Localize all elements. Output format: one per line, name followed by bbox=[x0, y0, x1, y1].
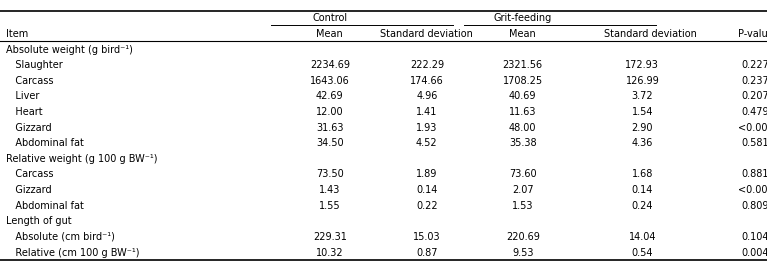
Text: 35.38: 35.38 bbox=[509, 138, 537, 148]
Text: 10.32: 10.32 bbox=[316, 247, 344, 257]
Text: 4.96: 4.96 bbox=[416, 92, 437, 102]
Text: 1.53: 1.53 bbox=[512, 201, 534, 211]
Text: Abdominal fat: Abdominal fat bbox=[6, 138, 84, 148]
Text: Gizzard: Gizzard bbox=[6, 185, 51, 195]
Text: Liver: Liver bbox=[6, 92, 40, 102]
Text: 0.004: 0.004 bbox=[742, 247, 767, 257]
Text: Heart: Heart bbox=[6, 107, 43, 117]
Text: 0.881: 0.881 bbox=[742, 169, 767, 179]
Text: <0.001: <0.001 bbox=[738, 185, 767, 195]
Text: 1.68: 1.68 bbox=[632, 169, 653, 179]
Text: 1.41: 1.41 bbox=[416, 107, 437, 117]
Text: Grit-feeding: Grit-feeding bbox=[494, 13, 552, 23]
Text: Carcass: Carcass bbox=[6, 169, 54, 179]
Text: 1.54: 1.54 bbox=[631, 107, 653, 117]
Text: 48.00: 48.00 bbox=[509, 123, 536, 133]
Text: 0.581: 0.581 bbox=[742, 138, 767, 148]
Text: 15.03: 15.03 bbox=[413, 232, 441, 242]
Text: 2321.56: 2321.56 bbox=[502, 60, 543, 70]
Text: Standard deviation: Standard deviation bbox=[604, 29, 696, 39]
Text: 0.207: 0.207 bbox=[742, 92, 767, 102]
Text: Carcass: Carcass bbox=[6, 76, 54, 86]
Text: 73.50: 73.50 bbox=[316, 169, 344, 179]
Text: 0.104: 0.104 bbox=[742, 232, 767, 242]
Text: 1.55: 1.55 bbox=[319, 201, 341, 211]
Text: 229.31: 229.31 bbox=[313, 232, 347, 242]
Text: 1.43: 1.43 bbox=[319, 185, 341, 195]
Text: 3.72: 3.72 bbox=[631, 92, 653, 102]
Text: 34.50: 34.50 bbox=[316, 138, 344, 148]
Text: 0.237: 0.237 bbox=[742, 76, 767, 86]
Text: 1.93: 1.93 bbox=[416, 123, 437, 133]
Text: Length of gut: Length of gut bbox=[6, 216, 72, 226]
Text: 0.14: 0.14 bbox=[416, 185, 437, 195]
Text: Standard deviation: Standard deviation bbox=[380, 29, 473, 39]
Text: 12.00: 12.00 bbox=[316, 107, 344, 117]
Text: Abdominal fat: Abdominal fat bbox=[6, 201, 84, 211]
Text: 0.24: 0.24 bbox=[631, 201, 653, 211]
Text: 172.93: 172.93 bbox=[625, 60, 660, 70]
Text: 1.89: 1.89 bbox=[416, 169, 437, 179]
Text: 220.69: 220.69 bbox=[505, 232, 540, 242]
Text: 0.809: 0.809 bbox=[742, 201, 767, 211]
Text: Gizzard: Gizzard bbox=[6, 123, 51, 133]
Text: 14.04: 14.04 bbox=[629, 232, 656, 242]
Text: 42.69: 42.69 bbox=[316, 92, 344, 102]
Text: 0.22: 0.22 bbox=[416, 201, 438, 211]
Text: Control: Control bbox=[312, 13, 347, 23]
Text: 1643.06: 1643.06 bbox=[310, 76, 350, 86]
Text: Item: Item bbox=[6, 29, 28, 39]
Text: Relative weight (g 100 g BW⁻¹): Relative weight (g 100 g BW⁻¹) bbox=[6, 154, 158, 164]
Text: 73.60: 73.60 bbox=[509, 169, 537, 179]
Text: <0.001: <0.001 bbox=[738, 123, 767, 133]
Text: Relative (cm 100 g BW⁻¹): Relative (cm 100 g BW⁻¹) bbox=[6, 247, 140, 257]
Text: 11.63: 11.63 bbox=[509, 107, 536, 117]
Text: 174.66: 174.66 bbox=[410, 76, 444, 86]
Text: 0.54: 0.54 bbox=[631, 247, 653, 257]
Text: 0.227: 0.227 bbox=[742, 60, 767, 70]
Text: Mean: Mean bbox=[509, 29, 536, 39]
Text: 2234.69: 2234.69 bbox=[310, 60, 350, 70]
Text: 40.69: 40.69 bbox=[509, 92, 536, 102]
Text: 126.99: 126.99 bbox=[625, 76, 660, 86]
Text: 0.479: 0.479 bbox=[742, 107, 767, 117]
Text: 4.36: 4.36 bbox=[632, 138, 653, 148]
Text: 2.07: 2.07 bbox=[512, 185, 534, 195]
Text: 2.90: 2.90 bbox=[631, 123, 653, 133]
Text: 222.29: 222.29 bbox=[410, 60, 444, 70]
Text: 1708.25: 1708.25 bbox=[502, 76, 543, 86]
Text: 0.14: 0.14 bbox=[632, 185, 653, 195]
Text: 4.52: 4.52 bbox=[416, 138, 438, 148]
Text: 31.63: 31.63 bbox=[316, 123, 344, 133]
Text: 0.87: 0.87 bbox=[416, 247, 438, 257]
Text: Absolute weight (g bird⁻¹): Absolute weight (g bird⁻¹) bbox=[6, 44, 133, 54]
Text: Absolute (cm bird⁻¹): Absolute (cm bird⁻¹) bbox=[6, 232, 115, 242]
Text: P-value: P-value bbox=[738, 29, 767, 39]
Text: Mean: Mean bbox=[317, 29, 343, 39]
Text: 9.53: 9.53 bbox=[512, 247, 534, 257]
Text: Slaughter: Slaughter bbox=[6, 60, 63, 70]
